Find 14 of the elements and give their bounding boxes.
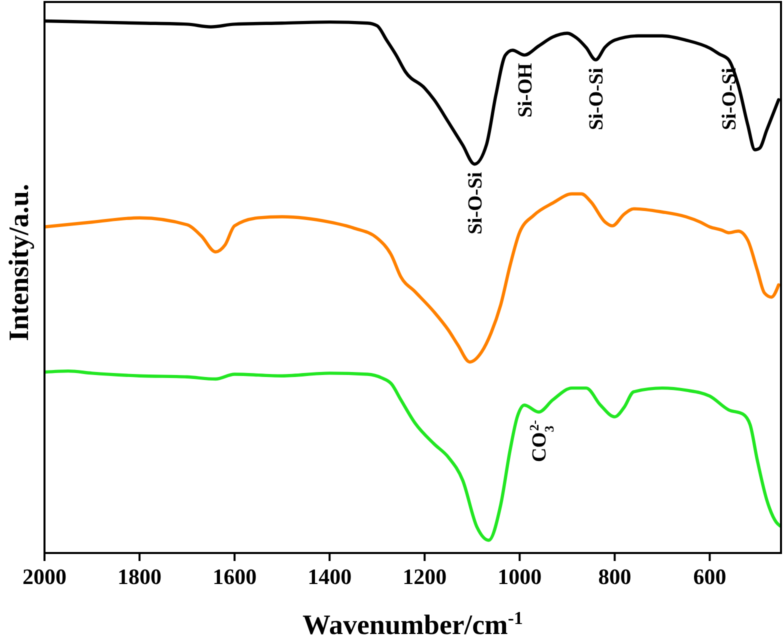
y-axis-title: Intensity/a.u. bbox=[4, 184, 35, 342]
x-tick-label: 2000 bbox=[22, 564, 66, 589]
x-axis-title: Wavenumber/cm$^{-1}$ bbox=[302, 608, 523, 641]
annotation: Si-O-Si bbox=[586, 67, 608, 130]
annotation: Si-OH bbox=[514, 62, 536, 118]
x-tick-label: 1600 bbox=[212, 564, 257, 589]
x-tick-label: 1800 bbox=[118, 564, 162, 589]
x-tick-label: 1200 bbox=[402, 564, 447, 589]
x-tick-label: 800 bbox=[598, 564, 632, 589]
x-tick-label: 600 bbox=[693, 564, 726, 589]
annotation: Si-O-Si bbox=[464, 172, 487, 234]
annotation: Si-O-Si bbox=[718, 67, 741, 130]
x-tick-label: 1000 bbox=[498, 564, 542, 589]
x-tick-label: 1400 bbox=[308, 564, 352, 589]
